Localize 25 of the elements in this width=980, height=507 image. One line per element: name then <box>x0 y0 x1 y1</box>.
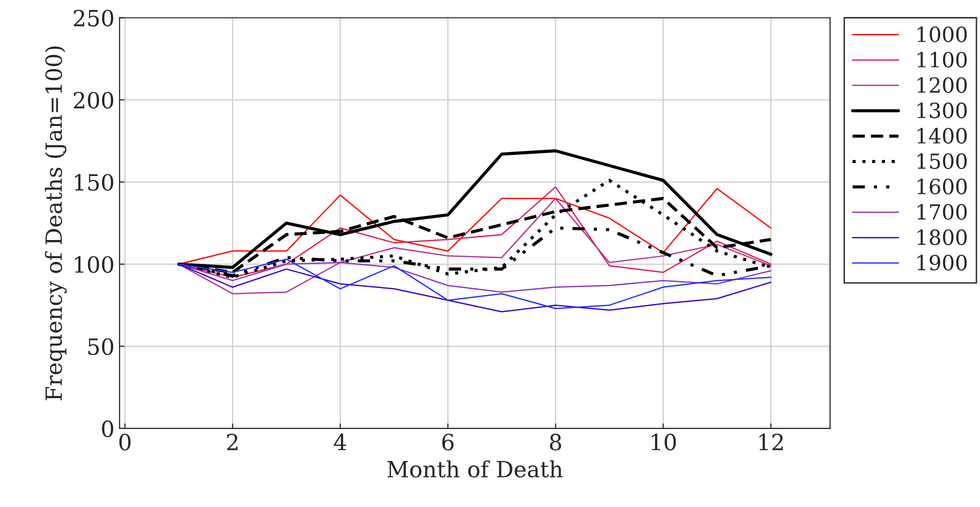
legend-label: 1700 <box>918 204 967 220</box>
legend-label: 1600 <box>918 178 967 194</box>
x-tick-label: 12 <box>759 434 783 450</box>
x-tick-label: 0 <box>119 434 131 450</box>
x-tick-label: 6 <box>442 434 454 450</box>
y-tick-label: 250 <box>74 10 114 27</box>
legend-label: 1800 <box>918 229 967 246</box>
y-tick-label: 100 <box>74 256 114 273</box>
x-tick-label: 4 <box>334 434 346 450</box>
x-tick-label: 10 <box>652 434 676 450</box>
y-tick-label: 50 <box>88 338 114 356</box>
y-tick-label: 0 <box>102 420 114 438</box>
y-tick-label: 150 <box>74 174 114 191</box>
legend-label: 1300 <box>918 102 967 118</box>
y-tick-label: 200 <box>74 92 114 109</box>
legend-label: 1000 <box>918 26 967 42</box>
legend-label: 1200 <box>918 77 967 93</box>
x-axis-title: Month of Death <box>387 460 563 478</box>
legend-label: 1500 <box>918 153 967 170</box>
legend-label: 1900 <box>918 254 967 271</box>
y-axis-title: Frequency of Deaths (Jan=100) <box>44 46 67 400</box>
x-tick-label: 2 <box>227 434 238 450</box>
x-tick-label: 8 <box>550 434 562 450</box>
legend-label: 1100 <box>918 52 967 68</box>
legend-label: 1400 <box>918 128 967 144</box>
